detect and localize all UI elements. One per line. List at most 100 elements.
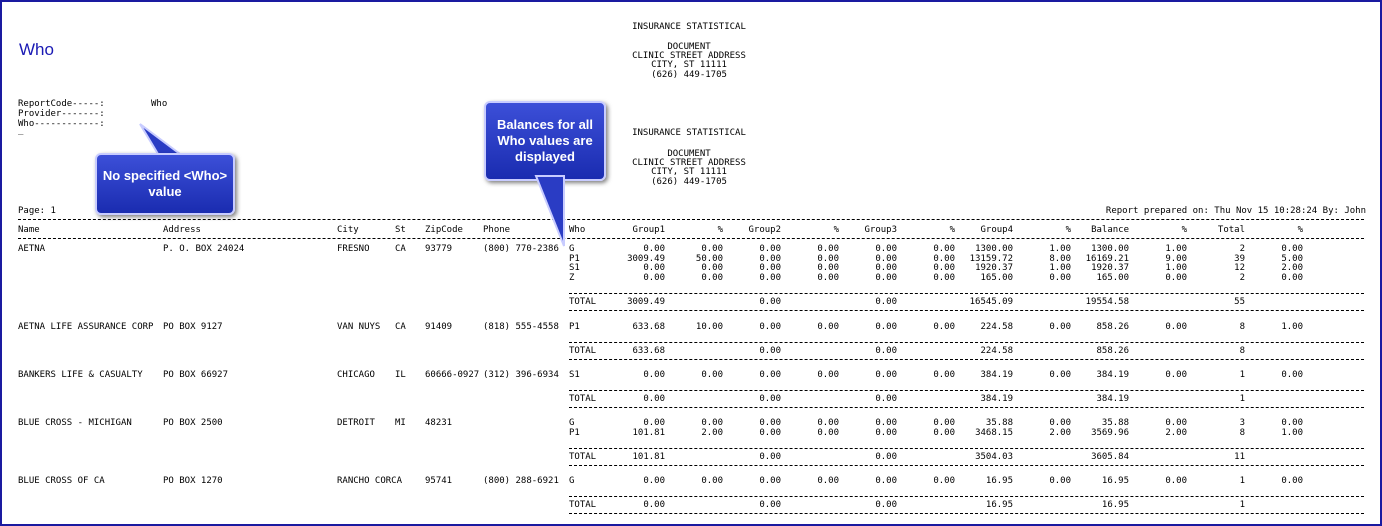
carrier-phone: (312) 396-6934 [483,370,559,380]
who-code: P1 [569,322,580,332]
table-cell: 0.00 [817,427,839,438]
total-cell: 0.00 [759,394,781,404]
table-cell: 1.00 [1165,244,1187,254]
header-phone: (626) 449-1705 [651,70,727,80]
table-cell: 1.00 [1165,263,1187,273]
table-cell: 0.00 [1165,418,1187,428]
total-cell: 0.00 [643,394,665,404]
table-cell: 0.00 [875,322,897,332]
callout-no-who: No specified <Who> value [95,153,235,215]
total-cell: 1 [1239,394,1245,404]
callout-balances: Balances for all Who values are displaye… [484,101,606,181]
carrier-address: PO BOX 9127 [163,322,223,332]
column-header: % [1297,225,1303,235]
table-cell: 0.00 [1049,322,1071,332]
table-cell: 0.00 [1049,370,1071,380]
total-cell: 16.95 [1101,500,1129,510]
table-cell: 1.00 [1049,244,1071,254]
total-cell: 0.00 [759,296,781,307]
prepared-info: Report prepared on: Thu Nov 15 10:28:24 … [1105,206,1366,216]
header-city: CITY, ST 11111 [651,60,727,70]
total-cell: 0.00 [875,394,897,404]
total-label: TOTAL [569,451,597,462]
table-cell: 0.00 [1165,272,1187,283]
column-header: City [337,225,359,235]
carrier-address: PO BOX 66927 [163,370,229,380]
header-rule-top [18,219,1364,220]
table-cell: 384.19 [980,370,1013,380]
total-rule-top [569,292,1364,294]
table-cell: 0.00 [875,370,897,380]
table-cell: 0.00 [1049,476,1071,486]
table-cell: 0.00 [701,370,723,380]
table-cell: 16.95 [985,476,1013,486]
header-rule-bottom [18,238,1364,239]
table-cell: 0.00 [875,272,897,283]
column-header: % [833,225,839,235]
table-cell: 858.26 [1096,322,1129,332]
table-cell: 0.00 [817,272,839,283]
carrier-state: CA [395,244,406,254]
table-cell: 0.00 [1049,272,1071,283]
table-cell: 0.00 [875,476,897,486]
column-header: % [1181,225,1187,235]
table-cell: 0.00 [933,370,955,380]
table-cell: 633.68 [632,322,665,332]
total-cell: 224.58 [980,346,1013,356]
table-cell: 0.00 [1281,244,1303,254]
carrier-address: PO BOX 1270 [163,476,223,486]
column-header: ZipCode [425,225,463,235]
column-header: Phone [483,225,511,235]
table-cell: 224.58 [980,322,1013,332]
column-header: % [1065,225,1071,235]
column-header: Group4 [980,225,1013,235]
carrier-name: BLUE CROSS OF CA [18,476,105,486]
carrier-city: VAN NUYS [337,322,381,332]
total-cell: 3605.84 [1091,451,1129,462]
table-cell: 0.00 [759,370,781,380]
table-cell: 8.00 [1049,253,1071,264]
total-label: TOTAL [569,394,597,404]
table-cell: 0.00 [933,263,955,273]
table-cell: 0.00 [643,272,665,283]
column-header: Group1 [632,225,665,235]
table-cell: 1.00 [1281,427,1303,438]
table-cell: 0.00 [875,427,897,438]
table-cell: 16169.21 [1085,253,1129,264]
table-cell: 35.88 [1101,418,1129,428]
table-cell: 0.00 [933,244,955,254]
carrier-zip: 60666-0927 [425,370,480,380]
table-cell: 0.00 [933,322,955,332]
callout-pointer [534,175,565,247]
header-phone: (626) 449-1705 [651,177,727,187]
table-cell: 1300.00 [1091,244,1129,254]
total-cell: 0.00 [759,451,781,462]
carrier-city: CHICAGO [337,370,375,380]
table-cell: 0.00 [817,322,839,332]
who-code: P1 [569,427,580,438]
carrier-zip: 95741 [425,476,453,486]
total-rule-bottom [569,359,1364,360]
table-cell: 0.00 [759,253,781,264]
table-cell: 165.00 [1096,272,1129,283]
table-cell: 16.95 [1101,476,1129,486]
header-title: INSURANCE STATISTICAL [632,128,746,138]
table-cell: 3468.15 [975,427,1013,438]
report-code-label: ReportCode-----: [18,99,105,109]
table-cell: 0.00 [875,244,897,254]
cursor: _ [18,126,24,136]
header-title: INSURANCE STATISTICAL [632,22,746,32]
carrier-city: DETROIT [337,418,375,428]
total-label: TOTAL [569,296,597,307]
total-cell: 633.68 [632,346,665,356]
who-code: P1 [569,253,580,264]
table-cell: 1.00 [1281,322,1303,332]
total-cell: 0.00 [875,296,897,307]
table-cell: 0.00 [933,272,955,283]
table-cell: 0.00 [817,370,839,380]
table-cell: 1920.37 [975,263,1013,273]
table-cell: 2 [1239,272,1245,283]
table-cell: 13159.72 [969,253,1013,264]
table-cell: 0.00 [701,263,723,273]
table-cell: 8 [1239,322,1245,332]
